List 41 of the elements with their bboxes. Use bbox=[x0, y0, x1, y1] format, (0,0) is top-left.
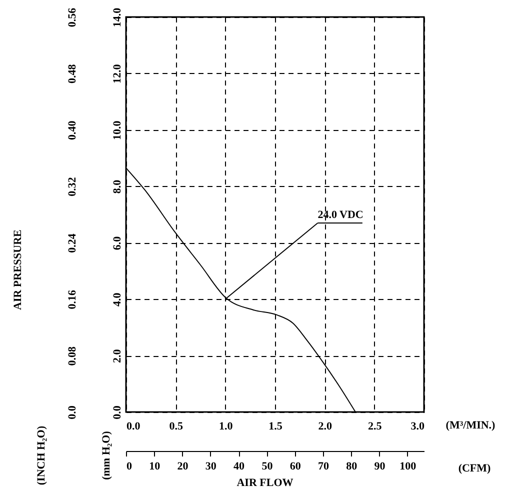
text: AIR FLOW bbox=[236, 477, 294, 489]
text: AIR PRESSURE bbox=[12, 230, 24, 310]
x-tick-label: 1.5 bbox=[268, 420, 283, 432]
x2-tick-label: 20 bbox=[177, 460, 189, 472]
annotation: 24.0 VDC bbox=[318, 208, 364, 221]
x2-tick-label: 0 bbox=[126, 460, 132, 472]
x-tick-label: 1.0 bbox=[218, 420, 234, 432]
x2-tick-label: 50 bbox=[262, 460, 274, 472]
y2-tick-label: 0.16 bbox=[66, 290, 78, 310]
y-tick-label: 14.0 bbox=[112, 7, 124, 28]
y-tick-label: 12.0 bbox=[112, 64, 124, 84]
x2-tick-label: 10 bbox=[149, 460, 161, 472]
y2-tick-label: 0.48 bbox=[66, 64, 78, 84]
y2-axis-title: (INCH H₂O) bbox=[36, 426, 48, 486]
x2-tick-label: 70 bbox=[318, 460, 330, 472]
y-tick-label: 4.0 bbox=[112, 292, 124, 307]
y-tick-label: 2.0 bbox=[112, 348, 124, 363]
y-tick-label: 10.0 bbox=[112, 120, 124, 140]
y2-tick-label: 0.32 bbox=[66, 176, 78, 196]
y2-tick-label: 0.56 bbox=[66, 7, 78, 28]
x-tick-label: 0.5 bbox=[169, 420, 184, 432]
y2-tick-label: 0.40 bbox=[66, 120, 78, 140]
x2-tick-label: 90 bbox=[374, 460, 386, 472]
y2-tick-label: 0.24 bbox=[66, 233, 78, 253]
y-axis-title: (mm H₂O) bbox=[100, 430, 112, 480]
y2-tick-label: 0.0 bbox=[66, 405, 78, 420]
x-axis-title: (M³/MIN.) bbox=[446, 420, 496, 432]
x-tick-label: 0.0 bbox=[126, 420, 141, 432]
x2-tick-label: 60 bbox=[290, 460, 302, 472]
x2-tick-label: 40 bbox=[234, 460, 246, 472]
y-tick-label: 8.0 bbox=[112, 179, 124, 194]
x2-tick-label: 30 bbox=[205, 460, 217, 472]
x-tick-label: 2.5 bbox=[368, 420, 382, 432]
y2-tick-label: 0.08 bbox=[66, 346, 78, 366]
x2-tick-label: 80 bbox=[346, 460, 358, 472]
y-tick-label: 6.0 bbox=[112, 236, 124, 250]
x-tick-label: 3.0 bbox=[410, 420, 425, 432]
x2-axis-title: (CFM) bbox=[458, 462, 492, 474]
y-tick-label: 0.0 bbox=[112, 405, 124, 420]
x-tick-label: 2.0 bbox=[318, 420, 333, 432]
x2-tick-label: 100 bbox=[400, 460, 417, 472]
